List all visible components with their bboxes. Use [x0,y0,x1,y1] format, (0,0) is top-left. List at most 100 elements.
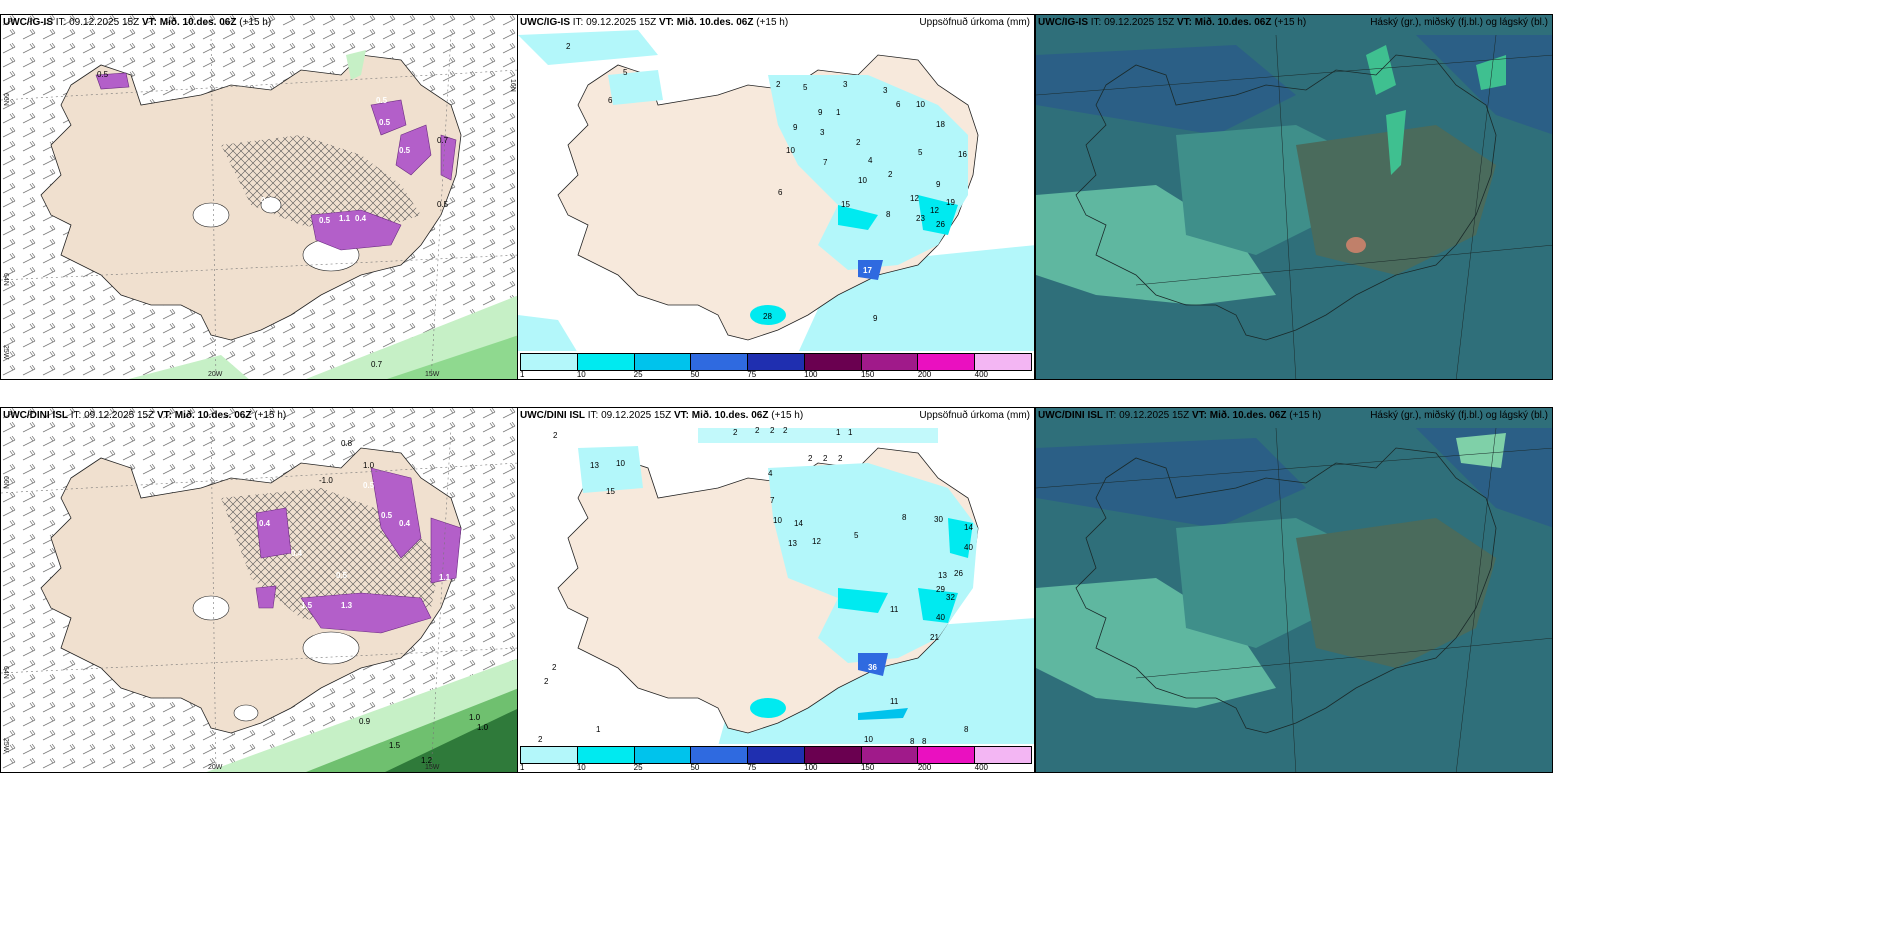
svg-text:0.4: 0.4 [399,519,411,528]
svg-text:10: 10 [773,516,782,525]
svg-text:0.5: 0.5 [336,571,348,580]
precip-area-medium [948,518,973,558]
purple-area [395,124,432,176]
purple-area [430,517,462,584]
precip-colorbar: 1 10 25 50 75 100 150 200 400 [518,744,1034,772]
colorbar-label: 150 [860,370,875,379]
svg-text:1.1: 1.1 [339,214,351,223]
colorbar-label: 50 [690,370,700,379]
precip-area-medium [918,195,958,235]
lon-label: 20W [208,371,223,378]
svg-text:11: 11 [890,605,899,614]
precip-area-medium [838,588,888,613]
svg-text:21: 21 [930,633,939,642]
cloud-area-green [1386,110,1406,175]
cloud-area [1036,45,1296,135]
svg-text:1: 1 [848,428,853,437]
map-canvas [1036,408,1552,772]
coastline [1075,54,1497,341]
svg-text:32: 32 [946,593,955,602]
green-precip-area-dark [385,708,517,772]
purple-area [255,507,292,559]
svg-text:1.0: 1.0 [363,461,375,470]
lon-label: 15W [425,371,440,378]
svg-text:40: 40 [936,613,945,622]
svg-text:8: 8 [922,737,927,746]
graticule [1036,34,1552,379]
svg-text:5: 5 [623,68,628,77]
svg-text:19: 19 [946,198,955,207]
svg-text:2: 2 [544,677,549,686]
colorbar-swatch [691,747,749,763]
precip-title: Uppsöfnuð úrkoma (mm) [919,410,1030,421]
svg-text:36: 36 [868,663,877,672]
panel-title: UWC/IG-IS IT: 09.12.2025 15Z VT: Mið. 10… [1038,17,1307,28]
svg-text:3: 3 [843,80,848,89]
colorbar-label: 75 [747,763,757,772]
svg-text:8: 8 [910,737,915,746]
svg-text:0.4: 0.4 [355,214,367,223]
lat-label: 66N [2,476,9,489]
svg-text:30: 30 [934,515,943,524]
map-canvas: 2 2 2 2 2 1 1 13 10 15 4 2 2 2 7 10 14 1… [518,408,1034,746]
svg-text:0.5: 0.5 [363,481,375,490]
colorbar-swatches [520,746,1032,764]
svg-text:0.8: 0.8 [341,439,353,448]
svg-text:15: 15 [841,200,850,209]
precip-area [750,305,786,325]
colorbar-swatch [804,354,862,370]
svg-text:3: 3 [820,128,825,137]
svg-text:1.3: 1.3 [341,601,353,610]
svg-text:11: 11 [890,697,899,706]
glacier [192,202,230,228]
cloud-title: Háský (gr.), miðský (fj.bl.) og lágský (… [1370,17,1548,28]
svg-text:2: 2 [755,426,760,435]
svg-text:6: 6 [608,96,613,105]
svg-text:12: 12 [812,537,821,546]
lat-label: 25W [2,345,9,360]
lat-label: 64N [2,666,9,679]
cloud-area [1036,185,1276,305]
svg-text:40: 40 [964,543,973,552]
svg-text:2: 2 [553,431,558,440]
svg-text:10: 10 [916,100,925,109]
svg-text:17: 17 [863,266,872,275]
glacier [233,704,259,722]
colorbar-labels: 1 10 25 50 75 100 150 200 400 [520,763,1032,772]
colorbar-label: 150 [860,763,875,772]
svg-text:18: 18 [936,120,945,129]
svg-text:0.5: 0.5 [399,146,411,155]
colorbar-swatch [975,354,1032,370]
precip-title: Uppsöfnuð úrkoma (mm) [919,17,1030,28]
svg-text:12: 12 [910,194,919,203]
svg-text:0.4: 0.4 [259,519,271,528]
svg-text:0.7: 0.7 [437,136,449,145]
panel-top-left-wind-map: UWC/IG-IS IT: 09.12.2025 15Z VT: Mið. 10… [0,14,518,380]
svg-text:1.2: 1.2 [421,756,433,765]
map-canvas [1036,15,1552,379]
svg-text:4: 4 [868,156,873,165]
svg-text:1.0: 1.0 [469,713,481,722]
svg-text:0.5: 0.5 [97,70,109,79]
colorbar-label: 1 [520,370,525,379]
colorbar-label: 10 [576,370,586,379]
svg-text:2: 2 [856,138,861,147]
colorbar-swatch [521,354,578,370]
purple-area [300,592,432,634]
colorbar-label: 100 [804,763,818,772]
svg-text:8: 8 [902,513,907,522]
svg-text:13: 13 [788,539,797,548]
lat-label: 66N [2,93,9,106]
svg-text:26: 26 [954,569,963,578]
svg-text:9: 9 [936,180,941,189]
precip-area-medium [838,205,878,230]
lon-label: 15W [425,764,440,771]
precip-area-strong [858,260,883,280]
svg-text:3: 3 [883,86,888,95]
svg-text:9: 9 [793,123,798,132]
coastline [1075,447,1497,734]
svg-text:29: 29 [936,585,945,594]
svg-text:5: 5 [854,531,859,540]
svg-text:10: 10 [616,459,625,468]
svg-text:6: 6 [778,188,783,197]
